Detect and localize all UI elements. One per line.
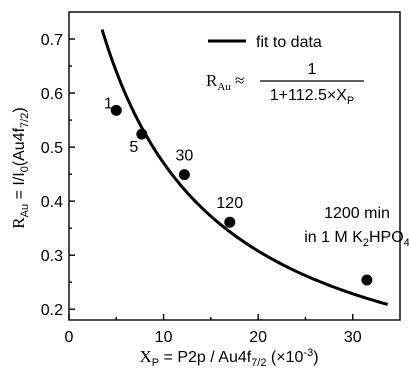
x-tick-label: 30 [344, 329, 362, 346]
y-tick-label: 0.5 [41, 140, 63, 157]
x-tick-label: 0 [65, 329, 74, 346]
y-tick-label: 0.4 [41, 194, 63, 211]
data-point-label: 5 [129, 139, 138, 156]
x-axis-label: XP = P2p / Au4f7/2 (×10-3) [139, 347, 318, 369]
formula-lhs: RAu ≈ [206, 71, 244, 93]
fit-formula: RAu ≈ 1 1+112.5×XP [206, 61, 364, 107]
plot-frame [68, 11, 401, 321]
solution-annotation: in 1 M K2HPO4 [304, 229, 409, 249]
time-annotation: 1200 min [324, 205, 390, 222]
x-tick-label: 20 [249, 329, 267, 346]
y-tick-label: 0.7 [41, 32, 63, 49]
y-axis-label: RAu = I/I0(Au4f7/2) [9, 107, 31, 228]
data-point-label: 1 [104, 95, 113, 112]
data-point [224, 216, 236, 228]
data-point [136, 128, 148, 140]
data-point [178, 169, 190, 181]
x-tick-label: 10 [155, 329, 173, 346]
data-point [361, 274, 373, 286]
y-tick-label: 0.2 [41, 302, 63, 319]
legend-label: fit to data [256, 34, 322, 51]
data-point-label: 30 [175, 148, 193, 165]
y-tick-label: 0.6 [41, 86, 63, 103]
fit-curve [100, 29, 389, 306]
y-tick-label: 0.3 [41, 248, 63, 265]
formula-denominator: 1+112.5×XP [270, 87, 354, 107]
data-point [110, 104, 122, 116]
formula-numerator: 1 [308, 61, 317, 78]
x-axis-ticks: 0 10 20 30 [65, 314, 362, 346]
y-axis-ticks: 0.2 0.3 0.4 0.5 0.6 0.7 [41, 32, 75, 319]
data-points: 1 5 30 120 [104, 95, 373, 286]
data-point-label: 120 [216, 195, 243, 212]
